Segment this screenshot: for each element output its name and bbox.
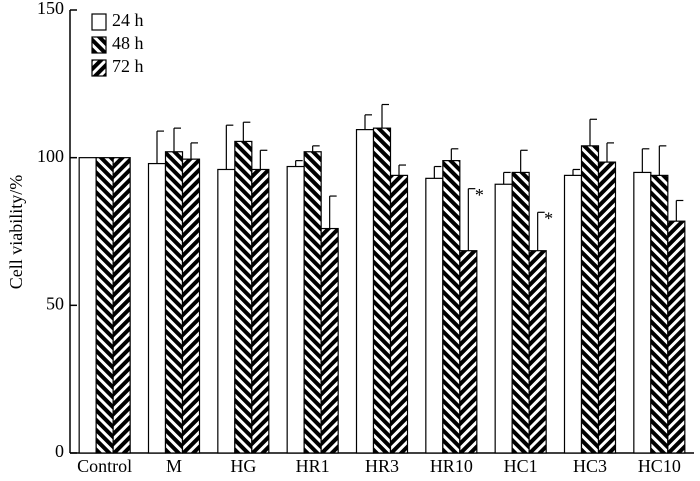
legend-label: 48 h: [112, 33, 144, 53]
bar: [563, 174, 583, 454]
significance-mark: *: [544, 208, 553, 228]
bar: [528, 250, 547, 454]
x-tick-label: HR1: [296, 456, 330, 476]
bar: [320, 227, 339, 454]
bar: [112, 157, 131, 454]
y-axis-label: Cell viability/%: [6, 175, 26, 290]
x-tick-label: HR10: [430, 456, 473, 476]
bar: [389, 174, 409, 454]
y-tick-label: 100: [37, 146, 64, 166]
legend-swatch: [91, 59, 107, 77]
bar: [442, 160, 461, 454]
x-tick-label: HC3: [573, 456, 607, 476]
x-tick-label: Control: [77, 456, 132, 476]
x-tick-label: HR3: [365, 456, 399, 476]
bar: [217, 168, 236, 454]
bar: [234, 140, 253, 454]
bar: [355, 129, 375, 454]
bar: [597, 161, 617, 454]
bar: [633, 171, 652, 454]
y-tick-label: 0: [55, 441, 64, 461]
bar: [494, 183, 513, 454]
bar: [286, 165, 305, 454]
x-tick-label: HC10: [638, 456, 681, 476]
bar: [667, 220, 686, 454]
bar: [95, 157, 114, 454]
bar: [251, 168, 270, 454]
bar: [78, 157, 97, 454]
legend-label: 72 h: [112, 56, 144, 76]
bar: [580, 145, 600, 454]
bar: [425, 177, 444, 454]
legend-swatch: [91, 13, 107, 31]
bar: [164, 151, 184, 454]
legend-label: 24 h: [112, 10, 144, 30]
legend-swatch: [91, 36, 107, 54]
y-tick-label: 150: [37, 0, 64, 18]
bar: [147, 162, 167, 454]
y-tick-label: 50: [46, 293, 64, 313]
bar: [511, 171, 530, 454]
significance-mark: *: [475, 185, 484, 205]
bar: [650, 174, 669, 454]
bar: [459, 250, 478, 454]
bar: [303, 151, 322, 454]
x-tick-label: HC1: [504, 456, 538, 476]
x-tick-label: M: [166, 456, 182, 476]
bar: [372, 127, 392, 454]
x-tick-label: HG: [230, 456, 256, 476]
bar: [181, 158, 201, 454]
